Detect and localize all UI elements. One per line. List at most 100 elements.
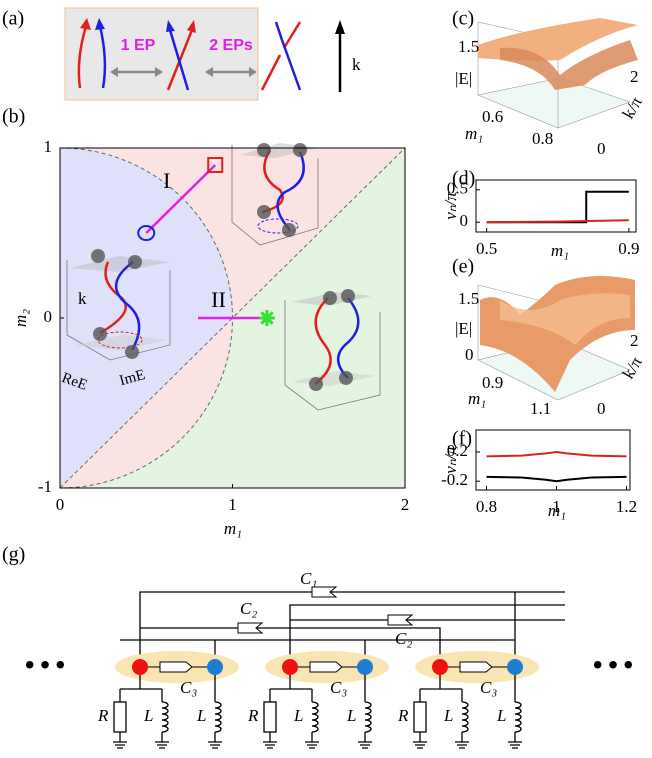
x-tick-label: 0.9 [618, 239, 639, 258]
series-line [487, 220, 629, 222]
ep-label: 2 EPs [209, 37, 253, 54]
axis-label: k/π [618, 93, 646, 122]
inductor [312, 702, 318, 732]
cap-label: C₃ [180, 678, 197, 697]
panel-label: (c) [452, 8, 474, 30]
inductor [462, 702, 468, 732]
tick-label: 2 [630, 67, 639, 86]
component-label: L [196, 706, 206, 725]
inductor [515, 702, 521, 732]
y-tick-label: -1 [38, 477, 52, 496]
y-axis-label: νₙ/π [441, 192, 460, 220]
ep [128, 255, 142, 269]
component-label: R [247, 706, 259, 725]
ep [93, 327, 107, 341]
component-label: L [443, 706, 453, 725]
node [432, 659, 448, 675]
inductor [215, 702, 221, 732]
ep [339, 371, 353, 385]
inductor [365, 702, 371, 732]
x-tick-label: 0.8 [476, 497, 497, 516]
node [282, 659, 298, 675]
axis-label: m₁ [465, 124, 483, 143]
marker [259, 310, 275, 326]
x-tick-label: 2 [401, 495, 410, 514]
ep [293, 143, 307, 157]
panel-label: (e) [452, 256, 474, 278]
x-axis-label: m₁ [224, 519, 242, 538]
ground [413, 742, 427, 748]
ep [341, 289, 355, 303]
ellipsis: ••• [22, 652, 68, 682]
y-tick-label: 0 [460, 211, 469, 230]
ep [91, 249, 105, 263]
component-label: L [143, 706, 153, 725]
ep [309, 377, 323, 391]
ground [208, 742, 222, 748]
tick-label: 0.8 [532, 129, 553, 148]
x-tick-label: 0 [56, 495, 65, 514]
y-tick-label: 0 [44, 307, 53, 326]
axis-label: k/π [618, 353, 646, 382]
tick-label: 0 [465, 345, 474, 364]
tick-label: 0 [597, 399, 606, 418]
series-line [487, 192, 629, 223]
ground [508, 742, 522, 748]
plot-frame [476, 180, 636, 232]
ep-label: 1 EP [121, 37, 156, 54]
y-axis-label: m₂ [11, 309, 30, 327]
wires [120, 592, 565, 655]
node [132, 659, 148, 675]
component-label: R [397, 706, 409, 725]
node [357, 659, 373, 675]
component-label: L [496, 706, 506, 725]
ep [257, 205, 271, 219]
ep [125, 345, 139, 359]
ground [455, 742, 469, 748]
y-tick-label: 1 [44, 137, 53, 156]
tick-label: 0 [597, 139, 606, 158]
panel-a: 1 EP 2 EPs k [65, 8, 361, 100]
resistor [114, 702, 126, 732]
figure: (a) (b) (c) (d) (e) (f) (g) 1 EP 2 EPs k [0, 0, 652, 758]
tick-label: 1.1 [530, 399, 551, 418]
panel-label: (g) [2, 544, 25, 566]
tick-label: 1.5 [458, 37, 479, 56]
ground [263, 742, 277, 748]
arrow-head [335, 20, 345, 34]
component-label: L [346, 706, 356, 725]
k-label: k [352, 55, 361, 74]
path-label: I [163, 168, 170, 193]
x-tick-label: 0.5 [476, 239, 497, 258]
cap-label: C₂ [240, 599, 257, 618]
ellipsis: ••• [590, 652, 636, 682]
axis-label: |E| [455, 319, 472, 338]
cap-label: C₃ [330, 678, 347, 697]
ep [257, 143, 271, 157]
series-line [487, 452, 627, 456]
cap-label: C₃ [480, 678, 497, 697]
x-axis-label: m₁ [551, 241, 569, 260]
ep [282, 223, 296, 237]
tick-label: 2 [630, 331, 639, 350]
k-label: k [78, 289, 87, 308]
cap-label: C₁ [300, 569, 317, 588]
surface-e: 1.5 |E| 0 0.9 1.1 m₁ 0 2 k/π [455, 276, 646, 418]
series-line [487, 477, 627, 481]
component-label: L [293, 706, 303, 725]
circuit: C₁ C₂ C₂ ••• ••• C₃RLLC₃RLLC₃RLL [22, 569, 636, 748]
x-tick-label: 1.2 [616, 497, 637, 516]
ep [323, 291, 337, 305]
axis-label: |E| [455, 69, 472, 88]
panel-label: (a) [2, 8, 24, 30]
panel-label: (b) [2, 106, 25, 128]
ground [155, 742, 169, 748]
path-label: II [211, 287, 226, 312]
ground [113, 742, 127, 748]
surface-c: 1.5 |E| 0.6 0.8 m₁ 0 2 k/π [455, 18, 646, 158]
inductor [162, 702, 168, 732]
tick-label: 0.6 [482, 107, 503, 126]
ground [358, 742, 372, 748]
x-axis-label: m₁ [548, 501, 566, 520]
